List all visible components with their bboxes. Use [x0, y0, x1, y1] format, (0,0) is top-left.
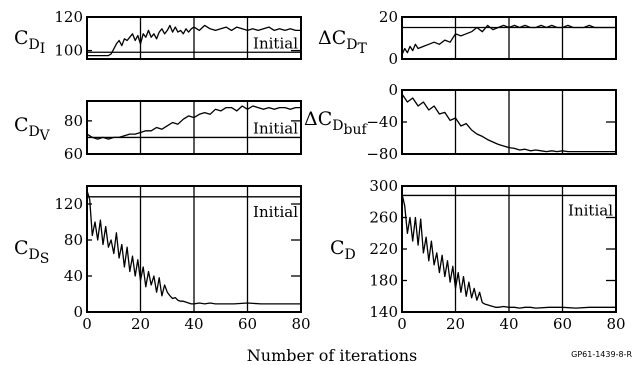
y-tick-label: −40	[366, 113, 398, 131]
x-tick-label: 80	[291, 315, 310, 333]
x-tick-label: 0	[82, 315, 92, 333]
initial-label: Initial	[253, 34, 298, 52]
x-tick-label: 40	[184, 315, 203, 333]
chart-panel-delta-cdt: 0 20 ΔCDT	[318, 8, 617, 68]
series-line	[401, 24, 616, 56]
y-tick-label: 40	[64, 267, 83, 285]
x-tick-label: 60	[553, 315, 572, 333]
y-axis-label: CDI	[14, 27, 45, 57]
y-tick-label: 100	[54, 42, 83, 60]
plot-frame	[401, 185, 617, 313]
y-tick-label: 220	[369, 240, 398, 258]
series-line	[86, 190, 301, 305]
x-tick-label: 60	[238, 315, 257, 333]
chart-panel-cd: 140 180 220 260 300 0 20 40 60 80 Initial CD	[330, 177, 626, 333]
x-tick-label: 0	[397, 315, 407, 333]
plot-frame	[86, 16, 302, 60]
y-axis-label: CDV	[14, 114, 51, 144]
initial-label: Initial	[253, 203, 298, 221]
x-tick-label: 40	[499, 315, 518, 333]
y-tick-label: 180	[369, 272, 398, 290]
y-tick-label: 0	[388, 81, 398, 99]
initial-label: Initial	[568, 201, 613, 219]
y-tick-label: 0	[388, 50, 398, 68]
x-tick-label: 20	[446, 315, 465, 333]
series-line	[401, 93, 616, 153]
y-axis-label: CD	[330, 237, 356, 263]
chart-panel-delta-cdbuf: −80 −40 0 ΔCDbuf	[304, 81, 617, 163]
figure-id: GP61-1439-8-R	[571, 350, 632, 359]
y-tick-label: 140	[369, 303, 398, 321]
y-tick-label: 0	[73, 303, 83, 321]
y-axis-label: ΔCDT	[318, 27, 368, 57]
chart-panel-cdi: 100 120 Initial CDI	[14, 8, 302, 60]
plot-frame	[86, 185, 302, 313]
series-line	[401, 193, 616, 309]
y-tick-label: 300	[369, 177, 398, 195]
y-axis-label: ΔCDbuf	[304, 108, 368, 138]
chart-panel-cdv: 60 80 Initial CDV	[14, 100, 302, 163]
y-tick-label: −80	[366, 145, 398, 163]
y-tick-label: 260	[369, 209, 398, 227]
y-tick-label: 120	[54, 195, 83, 213]
y-axis-label: CDS	[14, 237, 49, 267]
plot-frame	[401, 89, 617, 155]
plot-frame	[86, 100, 302, 155]
y-tick-label: 120	[54, 8, 83, 26]
chart-panel-cds: 0 40 80 120 0 20 40 60 80 Initial CDS	[14, 185, 311, 333]
y-tick-label: 80	[64, 231, 83, 249]
y-tick-label: 20	[379, 8, 398, 26]
x-tick-label: 20	[131, 315, 150, 333]
series-line	[87, 24, 301, 57]
x-tick-label: 80	[606, 315, 625, 333]
initial-label: Initial	[253, 119, 298, 137]
y-tick-label: 60	[64, 145, 83, 163]
plot-frame	[401, 16, 617, 60]
series-line	[86, 105, 301, 140]
y-tick-label: 80	[64, 112, 83, 130]
x-axis-title: Number of iterations	[247, 346, 417, 365]
